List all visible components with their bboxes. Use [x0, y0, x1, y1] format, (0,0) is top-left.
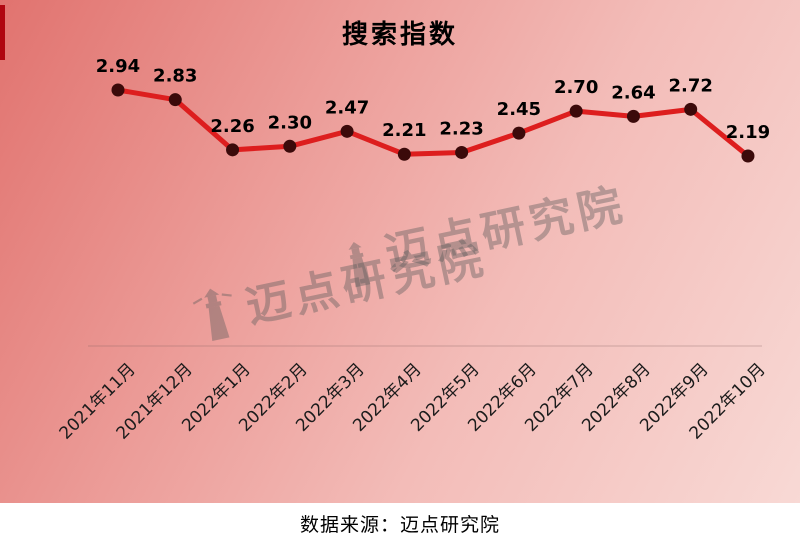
search-index-chart: 搜索指数 2.94 2.83 2.26 2.30 2.47 2.21 2.23 2.45 2.7…: [0, 0, 800, 503]
line-chart-canvas: 2.94 2.83 2.26 2.30 2.47 2.21 2.23 2.45 2.70 2.64…: [88, 56, 770, 347]
data-point-marker: [741, 149, 755, 163]
data-point-marker: [684, 102, 698, 116]
x-axis-label: 2022年10月: [685, 359, 770, 444]
data-label: 2.45: [497, 99, 541, 120]
x-axis-label: 2021年12月: [112, 359, 197, 444]
chart-title: 搜索指数: [341, 20, 458, 50]
data-label: 2.26: [210, 116, 254, 137]
data-point-marker: [111, 83, 125, 97]
data-point-marker: [569, 104, 583, 118]
data-point-marker: [283, 139, 297, 153]
data-point-marker: [626, 109, 640, 123]
x-axis-label: 2022年9月: [635, 359, 713, 436]
x-axis-label: 2022年7月: [521, 359, 598, 436]
data-label: 2.70: [554, 77, 598, 98]
x-axis-label: 2022年5月: [406, 359, 484, 436]
data-label: 2.94: [96, 56, 140, 77]
accent-strip: [0, 5, 5, 60]
series-line: [115, 87, 751, 159]
data-label: 2.47: [325, 97, 369, 118]
data-label: 2.83: [153, 66, 197, 87]
data-label: 2.21: [382, 120, 426, 141]
data-label: 2.30: [268, 112, 312, 133]
data-point-marker: [397, 147, 411, 161]
data-point-marker: [512, 126, 526, 140]
x-axis-label: 2022年2月: [235, 359, 312, 436]
data-point-marker: [455, 145, 469, 159]
x-axis-label: 2022年3月: [292, 359, 369, 436]
data-label: 2.72: [668, 75, 712, 96]
x-axis-label: 2022年1月: [177, 359, 255, 436]
data-point-marker: [340, 124, 354, 138]
x-axis-label: 2022年6月: [464, 359, 541, 436]
x-axis-label: 2021年11月: [55, 359, 140, 444]
data-label: 2.23: [439, 118, 483, 139]
x-axis-label: 2022年8月: [578, 359, 656, 436]
x-axis-label: 2022年4月: [349, 359, 427, 436]
data-label: 2.64: [611, 82, 655, 103]
data-point-marker: [168, 93, 182, 107]
data-label: 2.19: [726, 122, 770, 143]
data-point-marker: [226, 143, 240, 157]
source-caption: 数据来源：迈点研究院: [0, 503, 800, 543]
